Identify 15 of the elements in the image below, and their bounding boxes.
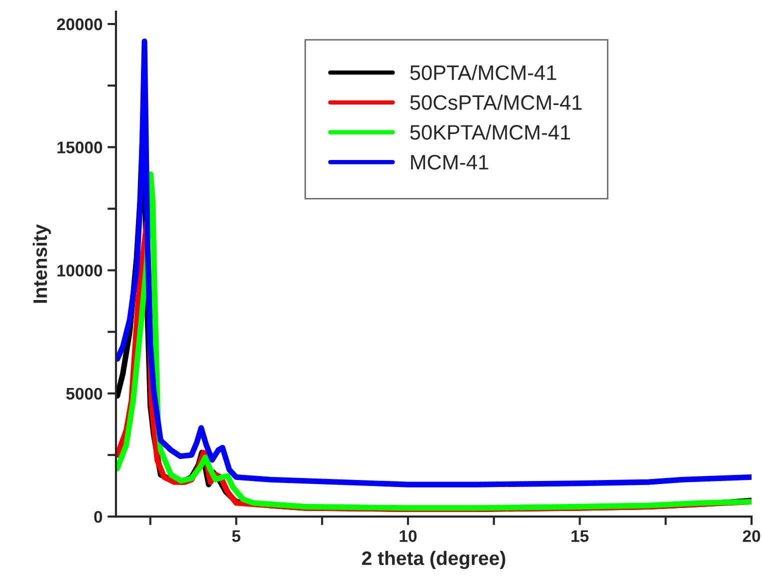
x-axis-title: 2 theta (degree): [362, 550, 506, 570]
x-tick-label: 5: [232, 530, 240, 542]
y-tick-label: 10000: [57, 264, 102, 276]
y-tick-label: 0: [94, 510, 102, 523]
y-tick-label: 15000: [57, 142, 102, 154]
legend-label: 50CsPTA/MCM-41: [410, 94, 582, 110]
y-tick-label: 5000: [66, 388, 102, 400]
y-tick-label: 20000: [57, 18, 102, 30]
legend-label: 50PTA/MCM-41: [410, 64, 556, 80]
x-tick-label: 20: [742, 530, 760, 542]
x-tick-label: 10: [400, 530, 417, 542]
y-axis-title: Intensity: [32, 224, 51, 303]
x-tick-label: 15: [572, 530, 589, 542]
legend-label: 50KPTA/MCM-41: [410, 124, 570, 140]
legend-label: MCM-41: [411, 154, 488, 170]
